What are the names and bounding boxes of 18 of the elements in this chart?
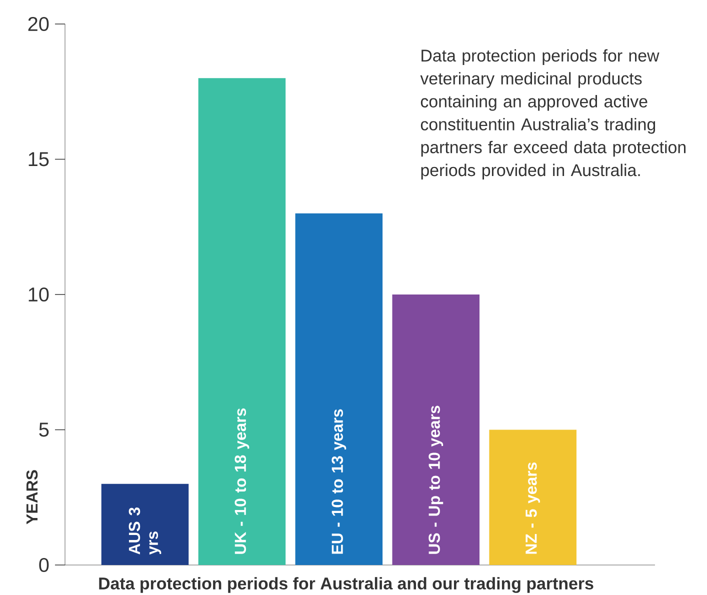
y-axis-title: YEARS <box>26 470 38 524</box>
bar <box>295 213 383 565</box>
y-tick-label: 0 <box>39 558 49 572</box>
y-tick-label: 10 <box>28 287 49 302</box>
y-tick-label: 5 <box>39 422 49 437</box>
bar <box>198 78 286 565</box>
bar <box>489 430 576 565</box>
x-tick-label: AUS 3 yrs <box>128 508 162 555</box>
y-tick-label: 15 <box>28 152 49 166</box>
bar <box>101 484 189 565</box>
x-axis-title: Data protection periods for Australia and our trading partners <box>99 577 594 593</box>
x-tick-label: UK - 10 to 18 years <box>234 408 250 554</box>
x-tick-label: NZ - 5 years <box>526 462 540 554</box>
x-tick-label: EU - 10 to 13 years <box>332 409 346 554</box>
y-tick-label: 20 <box>28 16 49 32</box>
x-tick-label: US - Up to 10 years <box>428 406 444 554</box>
bar <box>392 294 480 565</box>
annotation: Data protection periods for new veterinary medicinal products containing an approved active constituentin Australia’s trading partners far exceed data protection periods provided in Australia. <box>420 49 686 180</box>
